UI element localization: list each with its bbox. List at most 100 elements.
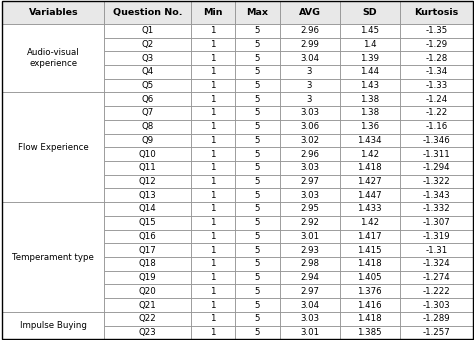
Bar: [104, 92, 191, 106]
Bar: [400, 147, 473, 161]
Text: 3: 3: [307, 81, 312, 90]
Bar: [235, 175, 280, 188]
Text: -1.29: -1.29: [425, 40, 447, 49]
Bar: [280, 312, 340, 326]
Bar: [235, 216, 280, 230]
Bar: [340, 298, 400, 312]
Text: Q17: Q17: [138, 246, 156, 255]
Bar: [340, 65, 400, 79]
Bar: [340, 312, 400, 326]
Bar: [104, 257, 191, 271]
Text: 5: 5: [255, 177, 260, 186]
Bar: [235, 312, 280, 326]
Text: -1.28: -1.28: [425, 54, 447, 63]
Text: Q3: Q3: [141, 54, 154, 63]
Text: 1: 1: [210, 314, 216, 323]
Bar: [191, 106, 235, 120]
Text: Variables: Variables: [28, 8, 78, 17]
Text: 1.43: 1.43: [360, 81, 379, 90]
Text: -1.31: -1.31: [425, 246, 447, 255]
Text: SD: SD: [363, 8, 377, 17]
Bar: [400, 257, 473, 271]
Bar: [191, 312, 235, 326]
Bar: [340, 230, 400, 243]
Text: -1.311: -1.311: [422, 150, 450, 159]
Text: 1: 1: [210, 246, 216, 255]
Text: 3.04: 3.04: [300, 54, 319, 63]
Text: 1.38: 1.38: [360, 95, 379, 104]
Bar: [400, 243, 473, 257]
Text: 2.98: 2.98: [300, 259, 319, 268]
Text: 1: 1: [210, 81, 216, 90]
Text: 5: 5: [255, 122, 260, 131]
Bar: [340, 24, 400, 37]
Text: 5: 5: [255, 81, 260, 90]
Bar: [235, 161, 280, 175]
Bar: [280, 120, 340, 134]
Text: 1: 1: [210, 40, 216, 49]
Bar: [280, 326, 340, 339]
Text: 3.01: 3.01: [300, 232, 319, 241]
Bar: [340, 216, 400, 230]
Text: -1.33: -1.33: [425, 81, 447, 90]
Bar: [235, 243, 280, 257]
Bar: [104, 271, 191, 285]
Bar: [280, 24, 340, 37]
Bar: [191, 230, 235, 243]
Bar: [280, 188, 340, 202]
Text: 5: 5: [255, 328, 260, 337]
Text: 1.385: 1.385: [357, 328, 382, 337]
Bar: [104, 326, 191, 339]
Bar: [104, 216, 191, 230]
Text: -1.24: -1.24: [425, 95, 447, 104]
Text: 1: 1: [210, 273, 216, 282]
Text: Kurtosis: Kurtosis: [414, 8, 458, 17]
Text: 5: 5: [255, 26, 260, 35]
Bar: [280, 257, 340, 271]
Bar: [104, 243, 191, 257]
Bar: [235, 188, 280, 202]
Text: 1: 1: [210, 328, 216, 337]
Text: 5: 5: [255, 273, 260, 282]
Text: 1.4: 1.4: [363, 40, 376, 49]
Text: Question No.: Question No.: [113, 8, 182, 17]
Text: 3.03: 3.03: [300, 108, 319, 117]
Bar: [2, 202, 104, 312]
Bar: [191, 120, 235, 134]
Text: 1.434: 1.434: [357, 136, 382, 145]
Bar: [280, 51, 340, 65]
Text: Min: Min: [203, 8, 223, 17]
Bar: [191, 92, 235, 106]
Text: Q15: Q15: [138, 218, 156, 227]
Text: 1: 1: [210, 54, 216, 63]
Bar: [104, 37, 191, 51]
Text: Q19: Q19: [139, 273, 156, 282]
Bar: [104, 298, 191, 312]
Bar: [235, 37, 280, 51]
Text: 1: 1: [210, 204, 216, 214]
Bar: [280, 175, 340, 188]
Text: 1: 1: [210, 26, 216, 35]
Bar: [280, 65, 340, 79]
Bar: [191, 271, 235, 285]
Bar: [191, 285, 235, 298]
Bar: [235, 106, 280, 120]
Bar: [104, 1, 191, 24]
Bar: [400, 175, 473, 188]
Bar: [280, 134, 340, 147]
Text: -1.289: -1.289: [423, 314, 450, 323]
Text: -1.343: -1.343: [422, 191, 450, 200]
Text: Max: Max: [246, 8, 268, 17]
Text: Q5: Q5: [141, 81, 154, 90]
Bar: [104, 188, 191, 202]
Bar: [191, 24, 235, 37]
Bar: [191, 134, 235, 147]
Text: Q22: Q22: [138, 314, 156, 323]
Bar: [400, 37, 473, 51]
Text: 5: 5: [255, 218, 260, 227]
Text: 3.02: 3.02: [300, 136, 319, 145]
Bar: [235, 24, 280, 37]
Bar: [235, 92, 280, 106]
Text: -1.319: -1.319: [423, 232, 450, 241]
Bar: [235, 202, 280, 216]
